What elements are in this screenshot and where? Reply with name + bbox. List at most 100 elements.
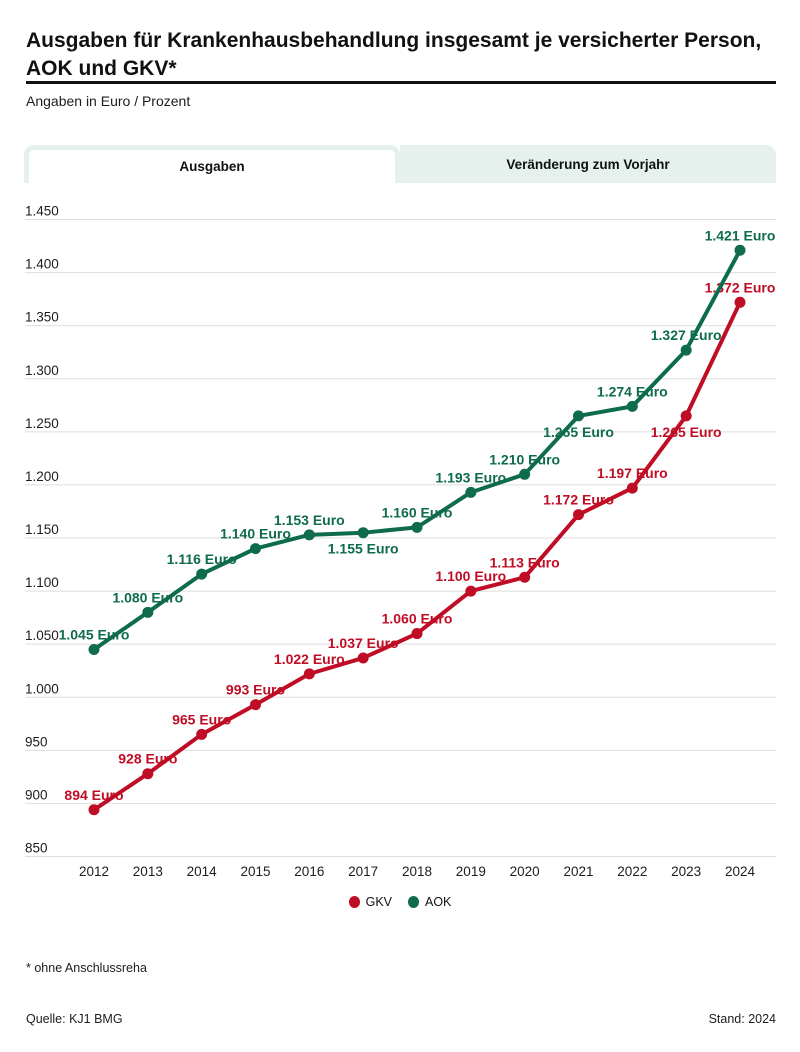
aok-data-label: 1.274 Euro [597, 383, 668, 399]
y-tick-label: 1.150 [25, 522, 59, 537]
gkv-data-point [88, 804, 100, 816]
x-tick-label: 2023 [671, 864, 701, 879]
y-tick-label: 1.300 [25, 363, 59, 378]
footnote: * ohne Anschlussreha [26, 961, 147, 975]
legend-item-aok: AOK [408, 895, 451, 909]
x-tick-label: 2021 [563, 864, 593, 879]
y-tick-label: 900 [25, 787, 48, 802]
y-tick-label: 1.100 [25, 575, 59, 590]
gkv-data-label: 1.100 Euro [435, 568, 506, 584]
aok-data-label: 1.327 Euro [651, 327, 722, 343]
page-title: Ausgaben für Krankenhausbehandlung insge… [26, 27, 776, 83]
x-tick-label: 2018 [402, 864, 432, 879]
gkv-data-point [572, 509, 584, 521]
aok-data-label: 1.210 Euro [489, 451, 560, 467]
gkv-data-point [734, 296, 746, 308]
gkv-data-point [196, 728, 208, 740]
page-title-line2: AOK und GKV* [26, 57, 177, 80]
x-tick-label: 2015 [240, 864, 270, 879]
x-tick-label: 2024 [725, 864, 756, 879]
aok-data-point [626, 400, 638, 412]
gkv-data-point [142, 768, 154, 780]
aok-data-point [249, 543, 261, 555]
tab-bar: Ausgaben Veränderung zum Vorjahr [24, 145, 776, 183]
x-tick-label: 2020 [510, 864, 540, 879]
gkv-data-label: 1.197 Euro [597, 465, 668, 481]
source-row: Quelle: KJ1 BMG Stand: 2024 [26, 1012, 776, 1026]
source-label: Quelle: KJ1 BMG [26, 1012, 123, 1026]
y-tick-label: 850 [25, 841, 48, 856]
subtitle: Angaben in Euro / Prozent [26, 93, 191, 109]
aok-data-point [734, 244, 746, 256]
aok-data-label: 1.160 Euro [382, 504, 453, 520]
gkv-data-label: 1.265 Euro [651, 424, 722, 440]
aok-data-label: 1.116 Euro [167, 551, 237, 567]
gkv-data-point [626, 482, 638, 494]
aok-data-point [142, 606, 154, 618]
y-tick-label: 1.350 [25, 310, 59, 325]
gkv-data-label: 1.022 Euro [274, 651, 345, 667]
gkv-data-point [303, 668, 315, 680]
y-tick-label: 1.050 [25, 628, 59, 643]
y-tick-label: 1.400 [25, 257, 59, 272]
aok-data-label: 1.153 Euro [274, 512, 345, 528]
gkv-data-point [411, 628, 423, 640]
tab-ausgaben[interactable]: Ausgaben [24, 145, 400, 183]
aok-data-label: 1.421 Euro [705, 227, 776, 243]
tab-veraenderung-zum-vorjahr[interactable]: Veränderung zum Vorjahr [400, 145, 776, 183]
aok-data-point [88, 643, 100, 655]
aok-data-label: 1.080 Euro [112, 589, 183, 605]
aok-series-dot-icon [408, 896, 419, 908]
aok-data-point [196, 568, 208, 580]
aok-data-point [411, 521, 423, 533]
y-tick-label: 1.250 [25, 416, 59, 431]
page-title-line1: Ausgaben für Krankenhausbehandlung insge… [26, 29, 762, 52]
aok-data-label: 1.193 Euro [435, 469, 506, 485]
chart-area: 850 900 950 1.000 1.050 1.100 1.150 1.200 1.250 1… [0, 195, 800, 895]
chart-legend: GKV AOK [0, 894, 800, 910]
gkv-data-label: 1.060 Euro [382, 611, 453, 627]
aok-data-label: 1.045 Euro [59, 626, 130, 642]
title-divider [26, 81, 776, 84]
x-tick-label: 2013 [133, 864, 163, 879]
aok-data-label: 1.265 Euro [543, 424, 614, 440]
gkv-data-label: 1.172 Euro [543, 492, 614, 508]
gkv-data-point [519, 571, 531, 583]
gkv-data-point [357, 652, 369, 664]
gkv-data-point [680, 410, 692, 422]
gkv-data-label: 928 Euro [118, 751, 177, 767]
x-tick-label: 2016 [294, 864, 324, 879]
y-tick-label: 1.450 [25, 204, 59, 219]
legend-label-aok: AOK [425, 895, 452, 909]
expenses-line-chart: 850 900 950 1.000 1.050 1.100 1.150 1.200 1.250 1… [25, 204, 776, 879]
aok-data-label: 1.155 Euro [328, 541, 399, 557]
gkv-series-dot-icon [348, 896, 360, 908]
gkv-data-point [249, 699, 261, 711]
x-tick-label: 2022 [617, 864, 647, 879]
aok-line [92, 248, 742, 652]
gkv-data-label: 993 Euro [226, 682, 285, 698]
aok-data-point [357, 527, 369, 539]
gkv-data-label: 1.037 Euro [328, 635, 399, 651]
gkv-data-label: 965 Euro [172, 711, 231, 727]
gkv-data-point [465, 585, 477, 597]
stand-label: Stand: 2024 [708, 1012, 776, 1026]
legend-item-gkv: GKV [348, 895, 392, 909]
aok-data-point [519, 468, 531, 480]
aok-data-point [572, 410, 584, 422]
aok-data-point [680, 344, 692, 356]
x-tick-label: 2019 [456, 864, 486, 879]
legend-label-gkv: GKV [365, 895, 392, 909]
x-tick-label: 2014 [187, 864, 218, 879]
aok-data-label: 1.140 Euro [220, 526, 291, 542]
aok-data-point [303, 529, 315, 541]
aok-data-point [465, 486, 477, 498]
x-tick-label: 2012 [79, 864, 109, 879]
x-tick-label: 2017 [348, 864, 378, 879]
y-tick-label: 950 [25, 734, 48, 749]
gkv-data-label: 894 Euro [64, 787, 123, 803]
y-tick-label: 1.000 [25, 681, 59, 696]
y-tick-label: 1.200 [25, 469, 59, 484]
gkv-data-label: 1.113 Euro [490, 554, 560, 570]
